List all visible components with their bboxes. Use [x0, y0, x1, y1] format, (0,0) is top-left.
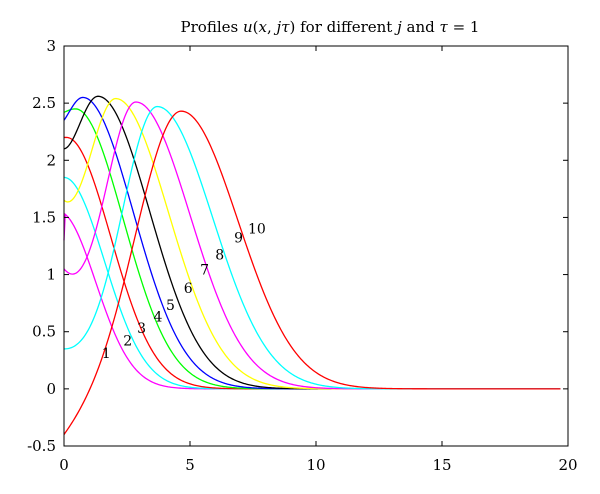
ticks-group: 0 5 10 15 20-0.500.511.522.53 — [27, 37, 577, 474]
y-tick-label: 1.5 — [32, 208, 56, 226]
chart-title: Profiles u(x, jτ) for different j and τ … — [181, 18, 480, 36]
y-tick-label: 2.5 — [32, 94, 56, 112]
title-and: and — [402, 18, 440, 36]
title-middle: for different — [295, 18, 397, 36]
series-line-9 — [64, 105, 561, 390]
title-var-tau: τ — [281, 18, 290, 36]
series-line-10 — [63, 110, 561, 435]
y-tick-label: 1 — [46, 266, 56, 284]
x-tick-label: 20 — [558, 456, 577, 474]
title-sep: , — [267, 18, 277, 36]
curve-label-10: 10 — [248, 221, 266, 237]
series-line-8 — [63, 101, 561, 390]
y-tick-label: 0.5 — [32, 323, 56, 341]
plot-frame — [63, 45, 569, 447]
series-line-4 — [63, 108, 561, 390]
title-prefix: Profiles — [181, 18, 243, 36]
x-tick-label: 15 — [432, 456, 451, 474]
title-var-x: x — [259, 18, 268, 36]
title-tau: τ — [440, 18, 449, 36]
y-tick-label: -0.5 — [27, 437, 56, 455]
title-func: u — [243, 18, 253, 36]
x-tick-label: 0 — [59, 456, 69, 474]
curves-group — [63, 95, 561, 435]
curve-label-4: 4 — [153, 309, 162, 325]
y-tick-label: 2 — [46, 151, 56, 169]
curve-label-9: 9 — [234, 231, 243, 247]
curve-label-8: 8 — [215, 248, 224, 264]
curve-label-7: 7 — [200, 263, 209, 279]
title-var-j: j — [274, 18, 282, 36]
series-line-2 — [63, 176, 561, 390]
series-line-6 — [63, 95, 561, 390]
title-paren-close: ) — [290, 18, 296, 36]
curve-label-2: 2 — [123, 333, 132, 349]
x-tick-label: 10 — [306, 456, 325, 474]
y-tick-label: 0 — [46, 380, 56, 398]
curve-label-1: 1 — [102, 346, 111, 362]
curve-label-6: 6 — [184, 281, 193, 297]
curve-label-3: 3 — [137, 321, 146, 337]
curve-label-5: 5 — [166, 298, 175, 314]
title-paren-open: ( — [253, 18, 259, 36]
x-tick-label: 5 — [185, 456, 195, 474]
title-suffix: = 1 — [448, 18, 480, 36]
title-j: j — [394, 18, 402, 36]
y-tick-label: 3 — [46, 37, 56, 55]
series-line-1 — [63, 212, 561, 390]
